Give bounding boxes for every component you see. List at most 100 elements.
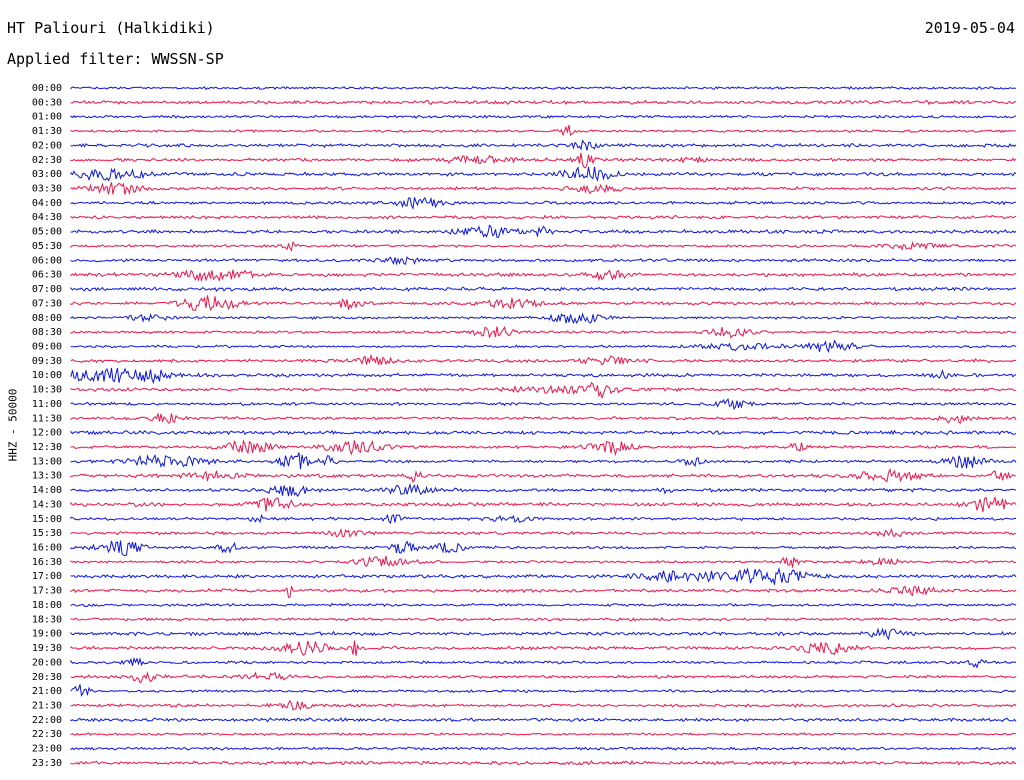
row-time-label: 08:30 <box>32 327 62 338</box>
row-time-label: 15:30 <box>32 528 62 539</box>
row-time-label: 12:00 <box>32 428 62 439</box>
trace-row-2300 <box>70 746 1017 751</box>
trace-row-0200 <box>70 139 1017 151</box>
trace-row-1600 <box>70 540 1017 557</box>
trace-row-1930 <box>70 640 1017 656</box>
row-time-label: 06:00 <box>32 255 62 266</box>
row-time-label: 00:00 <box>32 83 62 94</box>
trace-row-1400 <box>70 482 1017 497</box>
trace-row-1230 <box>70 439 1017 457</box>
trace-row-2100 <box>70 684 1017 697</box>
trace-row-1000 <box>70 367 1017 385</box>
trace-row-2000 <box>70 656 1017 669</box>
trace-row-1130 <box>70 412 1017 424</box>
row-time-label: 00:30 <box>32 97 62 108</box>
row-time-label: 20:30 <box>32 672 62 683</box>
trace-row-1100 <box>70 397 1017 411</box>
trace-row-1500 <box>70 513 1017 525</box>
trace-row-2330 <box>70 759 1017 766</box>
row-time-label: 01:00 <box>32 112 62 123</box>
row-time-label: 20:00 <box>32 657 62 668</box>
row-time-label: 10:00 <box>32 370 62 381</box>
trace-row-1830 <box>70 617 1017 622</box>
trace-row-1730 <box>70 585 1017 598</box>
row-time-label: 13:00 <box>32 456 62 467</box>
row-time-label: 14:00 <box>32 485 62 496</box>
row-time-label: 08:00 <box>32 313 62 324</box>
row-time-label: 18:30 <box>32 614 62 625</box>
trace-row-2030 <box>70 671 1017 684</box>
trace-row-0230 <box>70 152 1017 169</box>
trace-row-0330 <box>70 182 1017 196</box>
trace-row-1900 <box>70 627 1017 641</box>
row-time-label: 16:00 <box>32 543 62 554</box>
row-time-label: 23:30 <box>32 758 62 769</box>
row-time-label: 01:30 <box>32 126 62 137</box>
row-time-label: 15:00 <box>32 514 62 525</box>
row-time-label: 19:30 <box>32 643 62 654</box>
trace-row-0730 <box>70 295 1017 312</box>
row-time-label: 07:00 <box>32 284 62 295</box>
row-time-label: 13:30 <box>32 471 62 482</box>
trace-row-0500 <box>70 224 1017 238</box>
row-time-label: 22:00 <box>32 715 62 726</box>
trace-row-1800 <box>70 602 1017 608</box>
station-title: HT Paliouri (Halkidiki) <box>7 19 215 37</box>
row-time-label: 11:30 <box>32 413 62 424</box>
trace-row-1430 <box>70 496 1017 513</box>
trace-row-2130 <box>70 699 1017 711</box>
row-time-label: 21:30 <box>32 700 62 711</box>
trace-row-0430 <box>70 214 1017 220</box>
trace-row-1700 <box>70 566 1017 585</box>
row-time-label: 10:30 <box>32 385 62 396</box>
row-time-label: 07:30 <box>32 298 62 309</box>
row-time-label: 21:00 <box>32 686 62 697</box>
row-time-label: 16:30 <box>32 557 62 568</box>
row-time-label: 17:00 <box>32 571 62 582</box>
row-time-label: 17:30 <box>32 586 62 597</box>
trace-row-1300 <box>70 452 1017 470</box>
record-date: 2019-05-04 <box>924 19 1015 37</box>
trace-row-0600 <box>70 256 1017 266</box>
trace-row-0400 <box>70 196 1016 210</box>
row-time-label: 03:00 <box>32 169 62 180</box>
trace-row-1330 <box>70 467 1017 484</box>
row-time-label: 04:30 <box>32 212 62 223</box>
filter-label: Applied filter: WWSSN-SP <box>7 50 224 68</box>
row-time-label: 14:30 <box>32 499 62 510</box>
row-time-label: 02:00 <box>32 140 62 151</box>
trace-row-0130 <box>70 124 1017 137</box>
row-time-label: 04:00 <box>32 198 62 209</box>
row-time-label: 19:00 <box>32 629 62 640</box>
row-time-label: 09:00 <box>32 341 62 352</box>
row-time-label: 18:00 <box>32 600 62 611</box>
row-time-label: 09:30 <box>32 356 62 367</box>
row-time-label: 02:30 <box>32 155 62 166</box>
row-time-label: 22:30 <box>32 729 62 740</box>
trace-row-0000 <box>70 85 1016 91</box>
trace-row-1630 <box>70 555 1017 568</box>
trace-row-0630 <box>70 269 1017 283</box>
trace-row-2200 <box>70 717 1017 723</box>
trace-row-1030 <box>70 381 1017 400</box>
trace-row-0830 <box>70 325 1017 339</box>
row-time-label: 12:30 <box>32 442 62 453</box>
trace-row-0700 <box>70 286 1017 292</box>
trace-row-1200 <box>70 429 1017 436</box>
row-time-label: 03:30 <box>32 184 62 195</box>
trace-row-0300 <box>70 166 1017 183</box>
trace-row-0900 <box>70 339 1017 354</box>
row-time-label: 05:00 <box>32 227 62 238</box>
trace-row-0800 <box>70 312 1017 325</box>
trace-row-0930 <box>70 353 1017 366</box>
trace-row-0030 <box>70 99 1017 106</box>
row-time-label: 05:30 <box>32 241 62 252</box>
trace-row-1530 <box>70 527 1017 538</box>
row-time-label: 23:00 <box>32 744 62 755</box>
trace-row-0100 <box>70 114 1017 119</box>
trace-row-2230 <box>70 732 1017 737</box>
row-time-label: 11:00 <box>32 399 62 410</box>
trace-row-0530 <box>70 240 1017 252</box>
row-time-label: 06:30 <box>32 270 62 281</box>
